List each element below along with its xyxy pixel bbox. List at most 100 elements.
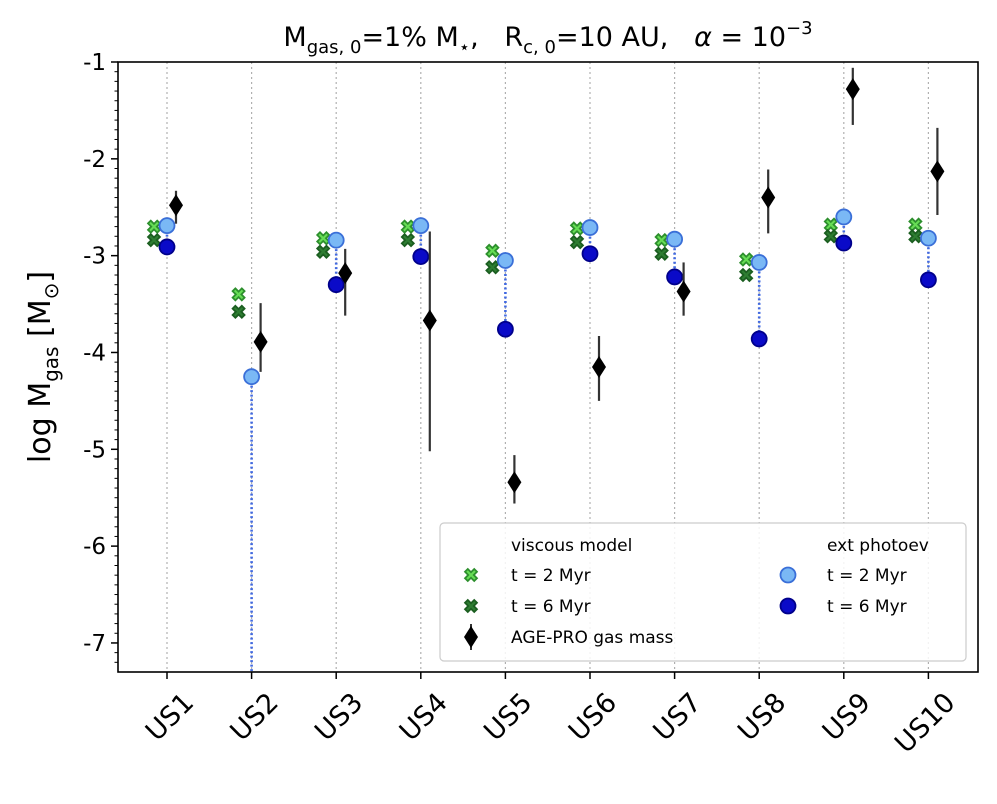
legend-photoev-t2: t = 2 Myr [827, 566, 907, 586]
viscous-t2-point-us5 [485, 243, 500, 259]
viscous-t6-point-us10 [908, 229, 923, 244]
photoev-t2-point-us3 [327, 231, 345, 249]
agepro-point-us8 [761, 186, 776, 209]
ytick-label: -4 [83, 340, 106, 366]
xtick-label-us1: US1 [140, 687, 200, 747]
plot-area [117, 61, 979, 673]
ylabel-units-open: [M [23, 299, 58, 346]
photoev-t6-point-us4 [412, 248, 430, 266]
viscous-t2-point-us9 [823, 217, 839, 232]
legend-col1-header: viscous model [511, 536, 632, 556]
viscous-t6-point-us2 [231, 304, 246, 320]
legend-col2-header: ext photoev [827, 536, 929, 556]
agepro-point-us5 [507, 471, 522, 494]
legend-viscous-t2-marker [463, 567, 479, 583]
ytick-label: -3 [83, 244, 106, 270]
viscous-t6-point-us6 [569, 234, 585, 250]
photoev-t2-point-us9 [835, 208, 853, 226]
photoev-t6-point-us8 [750, 330, 768, 348]
title-eq1: =1% M [361, 22, 458, 53]
viscous-t2-point-us6 [569, 221, 585, 236]
viscous-t6-point-us3 [315, 244, 331, 260]
viscous-t6-point-us8 [738, 267, 754, 283]
legend-photoev-t6-marker [779, 597, 797, 615]
xtick-label-us2: US2 [225, 687, 285, 747]
xtick-label-us5: US5 [478, 687, 538, 747]
viscous-t2-point-us8 [738, 252, 754, 267]
photoev-t6-point-us1 [158, 238, 176, 256]
legend-photoev-t6: t = 6 Myr [827, 597, 907, 617]
viscous-t2-point-us3 [315, 230, 331, 246]
ytick-label: -2 [83, 147, 106, 173]
xtick-label-us8: US8 [732, 687, 792, 747]
legend: viscous model ext photoev t = 2 Myr t = … [439, 522, 967, 662]
xtick-label-us7: US7 [648, 687, 708, 747]
legend-markers [463, 566, 797, 650]
agepro-point-us4 [422, 309, 437, 332]
legend-agepro-marker [464, 626, 478, 648]
ylabel-text: log M [23, 382, 58, 463]
title-c-sub: c, 0 [523, 37, 556, 58]
xtick-label-us4: US4 [394, 687, 454, 747]
ylabel-units-close: ] [23, 271, 58, 283]
ylabel-sub: gas [39, 347, 63, 382]
photoev-t6-point-us9 [835, 234, 853, 252]
title-exp: −3 [786, 18, 813, 39]
data-layer [146, 67, 945, 672]
title-alpha: α [694, 22, 712, 53]
title-sep1: , R [470, 22, 523, 53]
title-eq2: =10 AU, [556, 22, 694, 53]
photoev-t6-point-us10 [920, 271, 937, 289]
agepro-point-us10 [930, 160, 945, 183]
xtick-label-us9: US9 [817, 687, 877, 747]
photoev-t6-point-us3 [327, 276, 345, 294]
ytick-label: -7 [83, 631, 106, 657]
viscous-t2-point-us4 [400, 219, 416, 234]
legend-viscous-t6-marker [463, 598, 479, 614]
viscous-t6-point-us1 [146, 232, 162, 248]
photoev-t2-point-us10 [920, 229, 937, 247]
agepro-point-us7 [676, 280, 691, 303]
y-axis-label: log Mgas [M⊙] [23, 271, 63, 463]
viscous-t2-point-us2 [231, 287, 246, 302]
viscous-t6-point-us5 [485, 260, 500, 275]
xtick-label-us6: US6 [563, 687, 623, 747]
legend-photoev-t2-marker [779, 566, 797, 584]
ytick-label: -1 [83, 50, 106, 76]
viscous-t6-point-us7 [654, 246, 669, 261]
viscous-t6-point-us9 [823, 229, 839, 244]
agepro-point-us1 [169, 194, 183, 217]
ytick-label: -5 [83, 437, 106, 463]
legend-viscous-t2: t = 2 Myr [511, 566, 591, 586]
title-m: M [283, 22, 306, 53]
agepro-point-us6 [592, 356, 606, 378]
legend-agepro: AGE-PRO gas mass [511, 628, 674, 648]
title-gas-sub: gas, 0 [307, 37, 362, 58]
photoev-t2-point-us1 [158, 217, 176, 235]
agepro-point-us3 [338, 262, 353, 285]
viscous-t6-point-us4 [400, 232, 416, 248]
photoev-t2-point-us7 [666, 230, 683, 248]
viscous-t2-point-us10 [908, 217, 923, 232]
title-star: ⋆ [459, 37, 470, 58]
photoev-t2-point-us8 [750, 254, 768, 271]
ylabel-sun: ⊙ [39, 283, 63, 300]
photoev-t6-point-us6 [581, 245, 599, 263]
photoev-t6-point-us5 [496, 320, 514, 338]
legend-frame [439, 522, 967, 662]
viscous-t2-point-us7 [654, 232, 669, 248]
viscous-t2-point-us1 [146, 219, 162, 234]
photoev-t6-point-us7 [666, 268, 683, 286]
photoev-t2-point-us2 [243, 368, 261, 386]
agepro-point-us2 [253, 330, 268, 353]
photoev-t2-point-us6 [581, 219, 599, 236]
ytick-label: -6 [83, 534, 106, 560]
chart-title: Mgas, 0=1% M⋆, Rc, 0=10 AU, α = 10−3 [283, 18, 812, 58]
photoev-t2-point-us4 [412, 217, 430, 235]
xtick-label-us3: US3 [309, 687, 369, 747]
photoev-t2-point-us5 [496, 252, 514, 269]
title-eq3: = 10 [712, 22, 786, 53]
legend-viscous-t6: t = 6 Myr [511, 597, 591, 617]
xtick-label-us10: US10 [889, 687, 961, 759]
